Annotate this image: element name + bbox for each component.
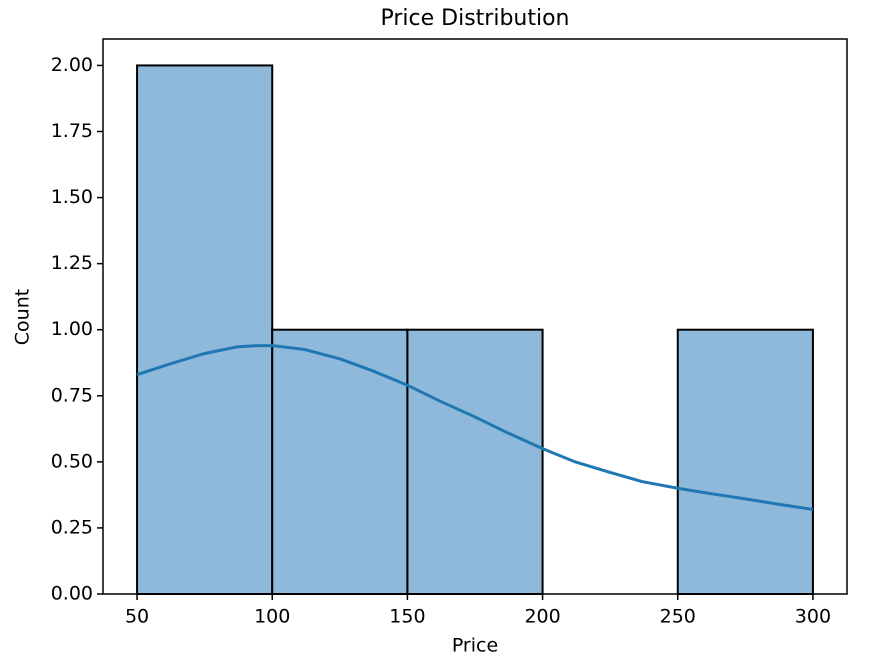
bar bbox=[676, 328, 814, 595]
axes-frame bbox=[102, 38, 848, 595]
y-tick-label: 0.25 bbox=[51, 516, 93, 538]
x-tick-label: 100 bbox=[254, 606, 290, 628]
y-tick-label: 1.00 bbox=[51, 318, 93, 340]
x-tick-label: 250 bbox=[660, 606, 696, 628]
y-tick-label: 0.50 bbox=[51, 450, 93, 472]
x-axis-label: Price bbox=[452, 635, 498, 657]
y-tick-label: 0.75 bbox=[51, 384, 93, 406]
y-tick-label: 1.75 bbox=[51, 120, 93, 142]
x-tick-label: 150 bbox=[389, 606, 425, 628]
y-tick-label: 1.25 bbox=[51, 252, 93, 274]
y-tick-label: 2.00 bbox=[51, 54, 93, 76]
chart-title: Price Distribution bbox=[380, 6, 569, 31]
bar bbox=[271, 328, 409, 595]
y-tick-label: 0.00 bbox=[51, 583, 93, 605]
y-axis-label: Count bbox=[12, 289, 34, 345]
x-tick-label: 200 bbox=[524, 606, 560, 628]
kde-line bbox=[136, 344, 814, 511]
bar bbox=[136, 64, 274, 595]
bar bbox=[406, 328, 544, 595]
x-tick-label: 50 bbox=[125, 606, 149, 628]
y-tick-label: 1.50 bbox=[51, 186, 93, 208]
x-tick-label: 300 bbox=[795, 606, 831, 628]
